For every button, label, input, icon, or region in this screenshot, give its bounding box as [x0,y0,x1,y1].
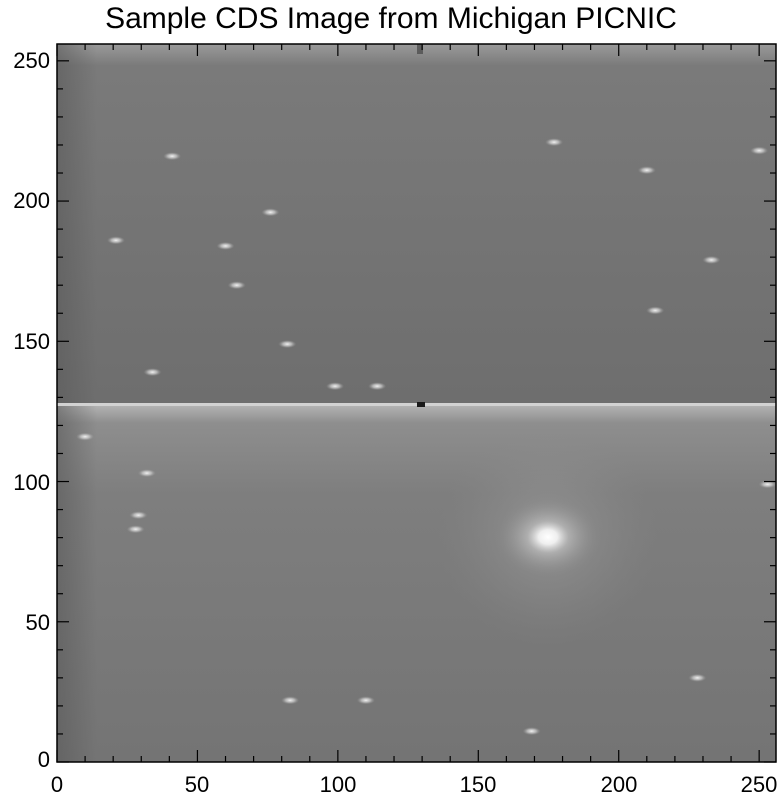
upper-quadrant [57,44,776,405]
hot-pixel [758,480,776,489]
hot-pixel [326,382,345,391]
hot-pixel [216,241,235,250]
x-tick-label: 50 [185,772,209,797]
y-tick-label: 0 [38,747,50,772]
hot-pixel [163,152,182,161]
x-tick-label: 100 [320,772,357,797]
hot-pixel [522,727,541,736]
hot-pixel [143,368,162,377]
hot-pixel [76,432,95,441]
hot-pixel [278,340,297,349]
x-tick-label: 150 [460,772,497,797]
hot-pixel [137,469,156,478]
hot-pixels [76,138,776,736]
lower-quadrant [57,405,776,762]
plot-title: Sample CDS Image from Michigan PICNIC [105,2,677,35]
hot-pixel [129,511,148,520]
x-tick-label: 250 [741,772,778,797]
plot-frame [56,43,777,763]
y-tick-label: 150 [13,329,50,354]
hot-pixel [261,208,280,217]
y-tick-label: 250 [13,48,50,73]
bright-source [496,497,600,577]
axis-ticks [56,44,776,763]
y-tick-label: 200 [13,188,50,213]
hot-pixel [126,525,145,534]
boundary-line [57,403,776,406]
dark-column [417,44,423,54]
hot-pixel [637,166,656,175]
hot-pixel [702,255,721,264]
y-tick-label: 50 [26,610,50,635]
hot-pixel [356,696,375,705]
detector-image [57,44,776,762]
y-tick-label: 100 [13,470,50,495]
hot-pixel [646,306,665,315]
hot-pixel [106,236,125,245]
hot-pixel [545,138,564,147]
hot-pixel [368,382,387,391]
hot-pixel [750,146,769,155]
x-tick-label: 0 [51,772,63,797]
hot-pixel [227,281,246,290]
hot-pixel [688,673,707,682]
dark-pixel [417,402,425,407]
hot-pixel [281,696,300,705]
x-tick-label: 200 [601,772,638,797]
